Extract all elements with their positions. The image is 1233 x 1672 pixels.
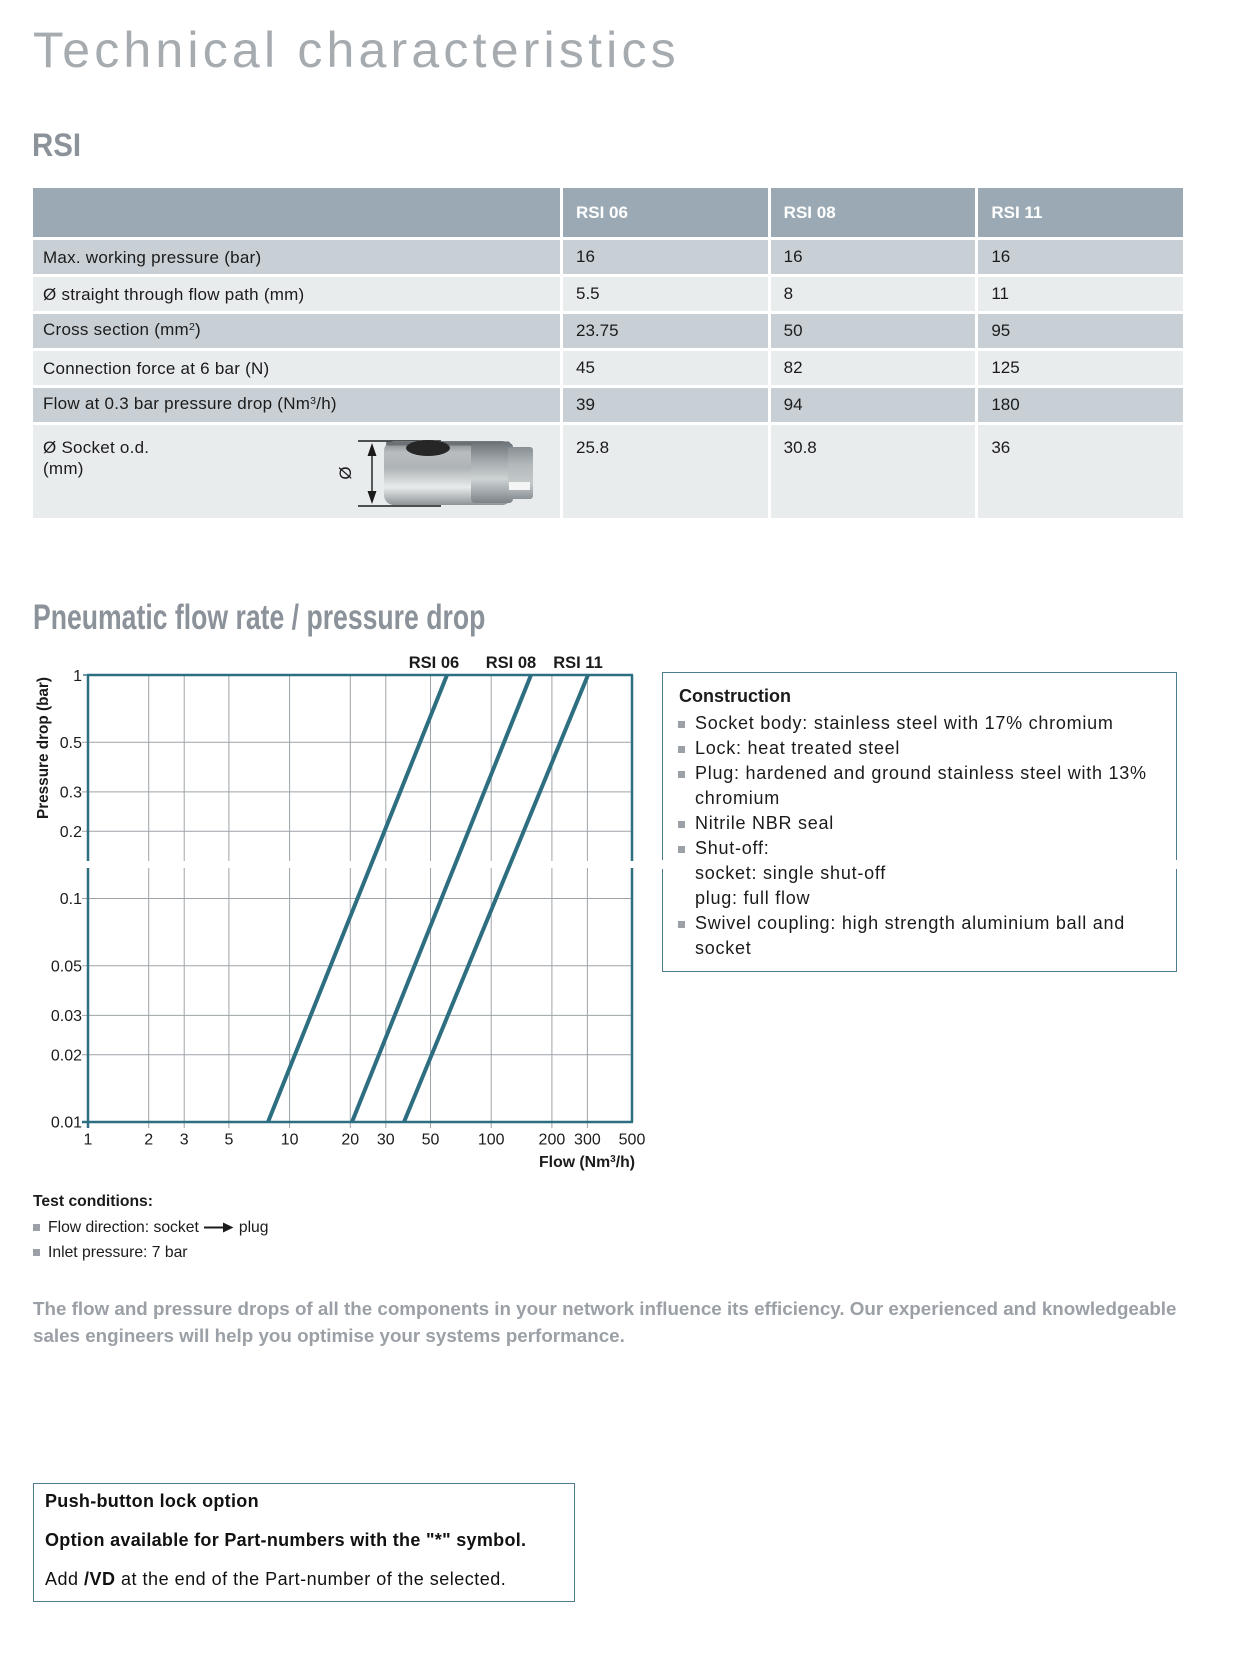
svg-text:1: 1 [73,668,82,685]
svg-text:10: 10 [281,1132,299,1149]
svg-text:30: 30 [377,1132,395,1149]
svg-text:100: 100 [478,1132,505,1149]
svg-text:RSI 11: RSI 11 [553,654,603,672]
svg-text:20: 20 [341,1132,359,1149]
svg-text:2: 2 [144,1132,153,1149]
svg-text:1: 1 [84,1132,93,1149]
svg-text:RSI 06: RSI 06 [409,654,459,672]
svg-text:0.1: 0.1 [60,891,82,908]
svg-text:0.3: 0.3 [60,785,82,802]
svg-text:0.05: 0.05 [51,959,82,976]
svg-text:0.5: 0.5 [60,735,82,752]
svg-text:0.01: 0.01 [51,1115,82,1132]
svg-text:50: 50 [422,1132,440,1149]
svg-text:RSI 08: RSI 08 [486,654,536,672]
svg-text:5: 5 [224,1132,233,1149]
svg-text:Ø: Ø [336,466,355,479]
svg-text:0.2: 0.2 [60,824,82,841]
svg-text:0.03: 0.03 [51,1008,82,1025]
svg-text:0.02: 0.02 [51,1048,82,1065]
svg-text:3: 3 [180,1132,189,1149]
svg-text:Flow (Nm3/h): Flow (Nm3/h) [539,1154,635,1171]
svg-text:300: 300 [574,1132,601,1149]
svg-text:Pressure drop (bar): Pressure drop (bar) [35,677,52,819]
svg-text:500: 500 [619,1132,646,1149]
svg-text:200: 200 [539,1132,566,1149]
